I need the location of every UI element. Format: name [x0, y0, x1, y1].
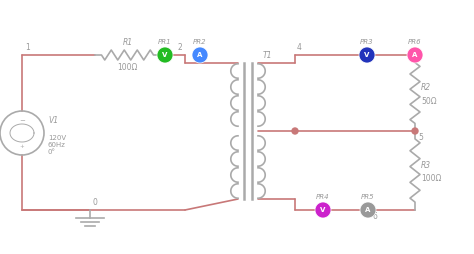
Circle shape	[157, 47, 173, 63]
Circle shape	[359, 47, 375, 63]
Text: V: V	[365, 52, 370, 58]
Text: R1: R1	[122, 38, 133, 47]
Text: 100Ω: 100Ω	[421, 174, 441, 183]
Text: PR5: PR5	[361, 194, 375, 200]
Text: V1: V1	[48, 116, 58, 125]
Circle shape	[315, 202, 331, 218]
Text: R2: R2	[421, 84, 431, 92]
Text: PR4: PR4	[316, 194, 330, 200]
Text: A: A	[197, 52, 203, 58]
Text: A: A	[412, 52, 418, 58]
Circle shape	[407, 47, 423, 63]
Text: 100Ω: 100Ω	[117, 63, 137, 72]
Circle shape	[292, 128, 298, 134]
Text: +: +	[19, 144, 24, 149]
Text: 2: 2	[177, 43, 182, 52]
Text: V: V	[320, 207, 326, 213]
Text: R3: R3	[421, 161, 431, 170]
Text: PR3: PR3	[360, 39, 374, 45]
Text: T1: T1	[263, 51, 273, 60]
Text: 5: 5	[418, 133, 423, 142]
Text: 120V
60Hz
0°: 120V 60Hz 0°	[48, 135, 66, 155]
Text: 6: 6	[373, 212, 378, 221]
Text: 0: 0	[93, 198, 98, 207]
Text: 4: 4	[297, 43, 302, 52]
Text: PR1: PR1	[158, 39, 172, 45]
Text: A: A	[365, 207, 371, 213]
Circle shape	[412, 128, 418, 134]
Text: 1: 1	[25, 43, 30, 52]
Text: −: −	[19, 118, 25, 124]
Text: PR2: PR2	[193, 39, 207, 45]
Circle shape	[192, 47, 208, 63]
Text: PR6: PR6	[408, 39, 422, 45]
Text: 50Ω: 50Ω	[421, 97, 437, 105]
Text: V: V	[162, 52, 168, 58]
Circle shape	[360, 202, 376, 218]
